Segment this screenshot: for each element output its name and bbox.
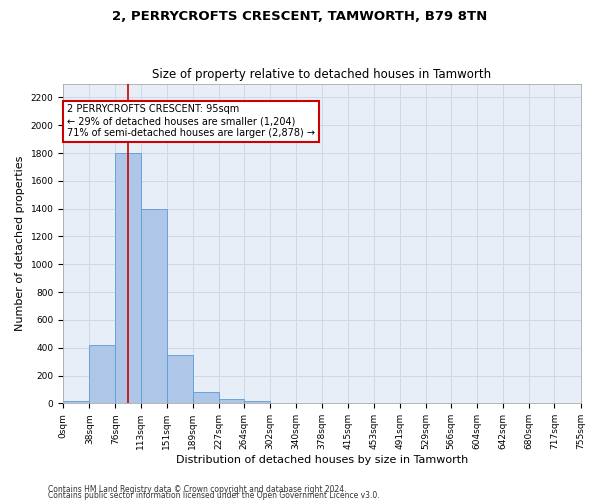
Text: Contains HM Land Registry data © Crown copyright and database right 2024.: Contains HM Land Registry data © Crown c…	[48, 485, 347, 494]
Text: 2, PERRYCROFTS CRESCENT, TAMWORTH, B79 8TN: 2, PERRYCROFTS CRESCENT, TAMWORTH, B79 8…	[112, 10, 488, 23]
Bar	[115, 153, 140, 404]
Title: Size of property relative to detached houses in Tamworth: Size of property relative to detached ho…	[152, 68, 491, 81]
Text: 2 PERRYCROFTS CRESCENT: 95sqm
← 29% of detached houses are smaller (1,204)
71% o: 2 PERRYCROFTS CRESCENT: 95sqm ← 29% of d…	[67, 104, 315, 138]
Bar	[219, 399, 244, 404]
Bar	[140, 208, 167, 404]
Bar	[167, 354, 193, 404]
Bar	[193, 392, 219, 404]
X-axis label: Distribution of detached houses by size in Tamworth: Distribution of detached houses by size …	[176, 455, 468, 465]
Bar	[89, 345, 115, 404]
Y-axis label: Number of detached properties: Number of detached properties	[15, 156, 25, 331]
Bar	[244, 400, 270, 404]
Text: Contains public sector information licensed under the Open Government Licence v3: Contains public sector information licen…	[48, 491, 380, 500]
Bar	[63, 402, 89, 404]
